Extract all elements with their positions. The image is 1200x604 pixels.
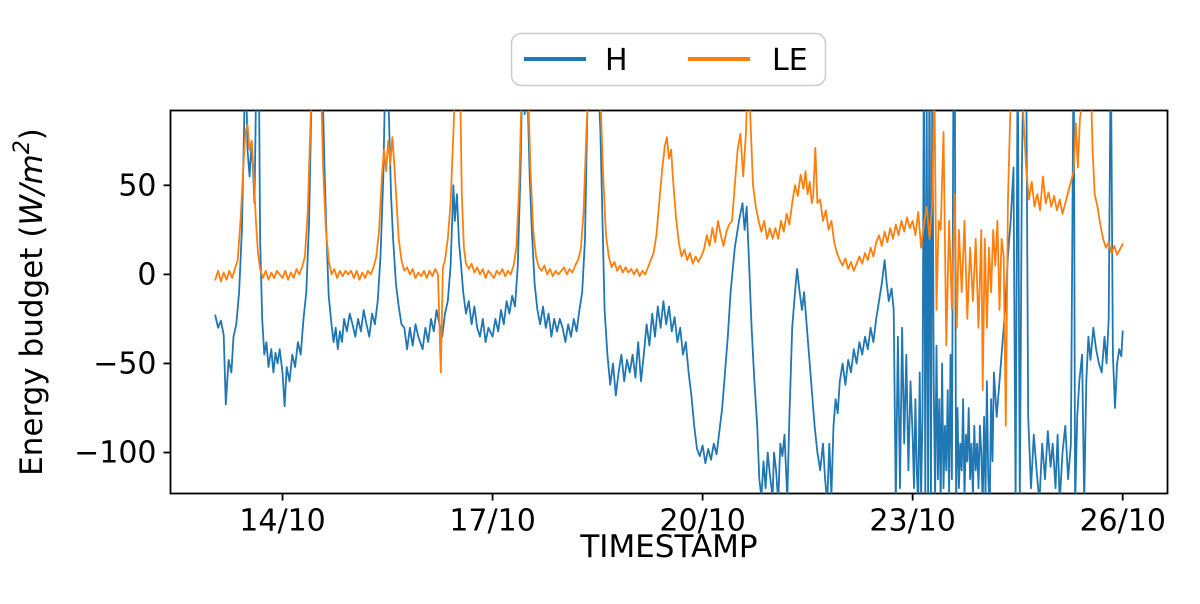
y-tick-label: −100	[74, 436, 156, 471]
x-tick-label: 26/10	[1079, 504, 1165, 539]
y-axis-ticks: 50 0 −50 −100	[74, 168, 171, 471]
legend-box	[510, 32, 827, 87]
series-line-LE	[214, 110, 1124, 427]
legend-label-H: H	[605, 43, 628, 78]
y-tick-label: 0	[137, 257, 156, 292]
x-tick-label: 14/10	[239, 504, 325, 539]
y-tick-label: 50	[118, 168, 156, 203]
legend: H LE	[510, 32, 827, 87]
x-axis-label: TIMESTAMP	[579, 529, 757, 565]
x-tick-label: 23/10	[869, 504, 955, 539]
y-tick-label: −50	[93, 346, 156, 381]
x-tick-label: 20/10	[659, 504, 745, 539]
legend-label-LE: LE	[772, 43, 808, 78]
x-axis-ticks: 14/10 17/10 20/10 23/10 26/10	[239, 493, 1166, 539]
y-axis-label: Energy budget (W/m2)	[10, 128, 50, 476]
series-line-H	[214, 110, 1124, 494]
series-group	[214, 110, 1124, 494]
x-tick-label: 17/10	[449, 504, 535, 539]
plot-area	[169, 109, 1169, 495]
